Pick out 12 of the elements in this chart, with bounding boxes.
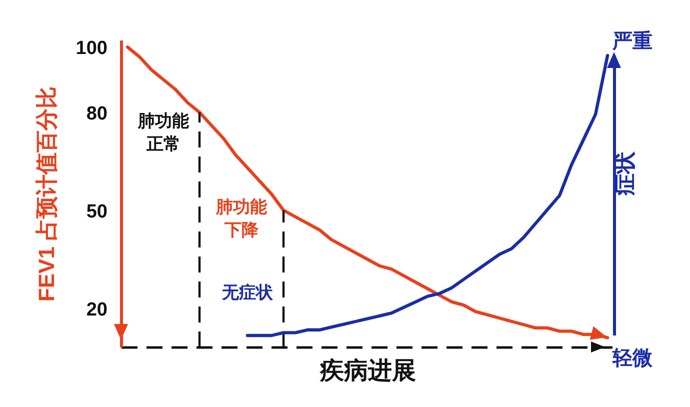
annotation: 严重: [612, 30, 652, 52]
x-axis-title: 疾病进展: [319, 358, 416, 384]
annotation: 无症状: [221, 283, 274, 302]
y-tick-label: 50: [86, 201, 108, 222]
line-series: [126, 45, 610, 340]
y-tick-label: 20: [86, 299, 108, 320]
annotation: 肺功能下降: [215, 198, 268, 240]
annotation: 轻微: [612, 348, 654, 370]
annotation: 肺功能正常: [137, 112, 190, 154]
y-axis-title: FEV1 占预计值百分比: [34, 86, 59, 302]
y-tick-label: 100: [76, 38, 108, 60]
y-tick-label: 80: [86, 103, 108, 124]
